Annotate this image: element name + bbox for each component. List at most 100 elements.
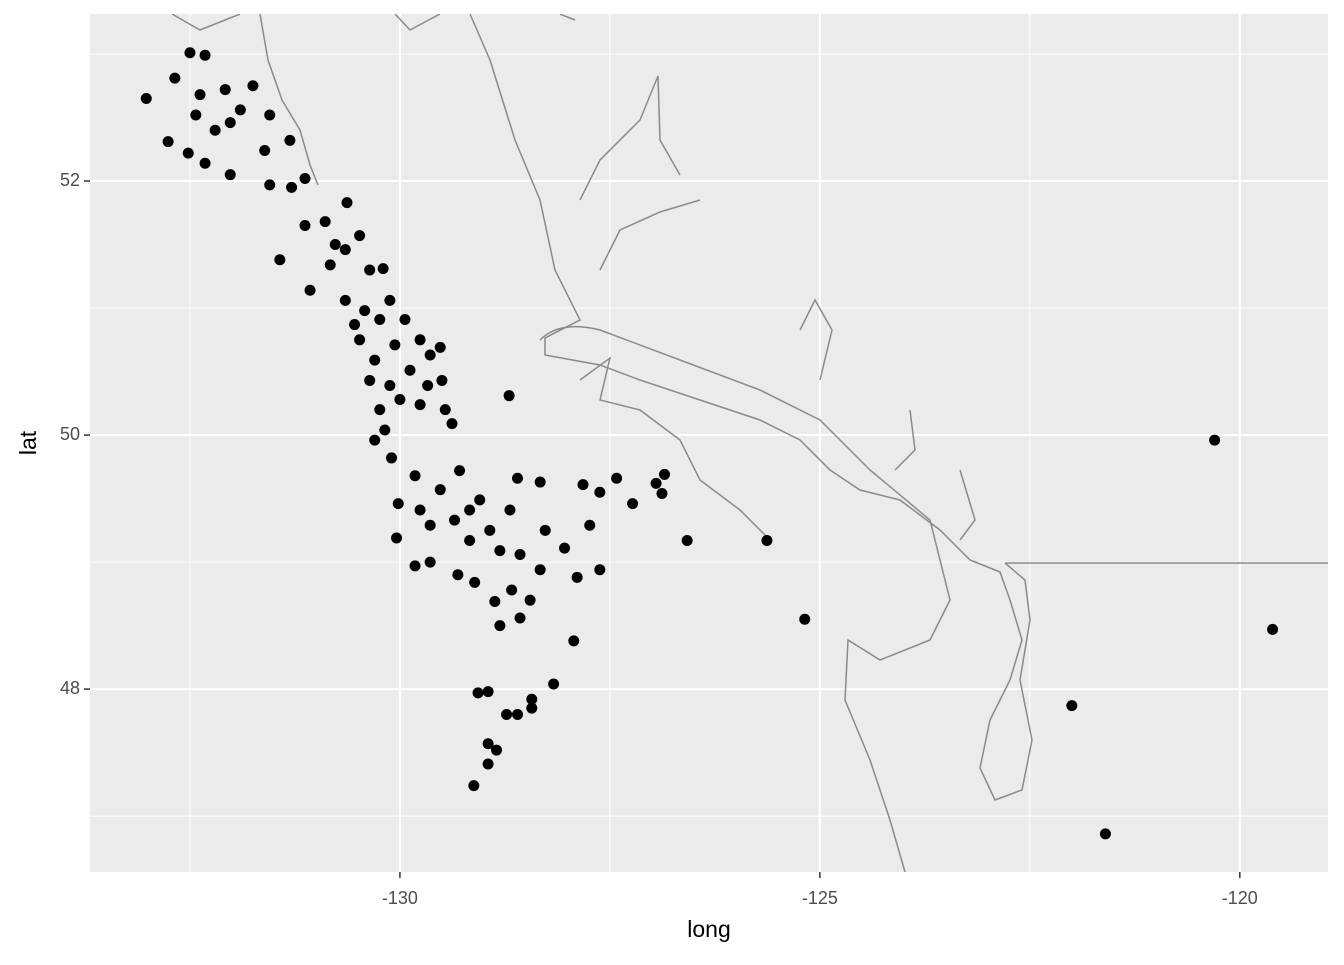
point — [468, 780, 480, 792]
point — [374, 404, 386, 416]
point — [548, 678, 560, 690]
point — [449, 514, 461, 526]
point — [650, 477, 662, 489]
point — [364, 374, 376, 386]
point — [374, 313, 386, 325]
point — [434, 341, 446, 353]
point — [274, 254, 286, 266]
point — [414, 504, 426, 516]
coastline — [171, 14, 1328, 872]
y-axis-title: lat — [15, 430, 41, 455]
point — [219, 84, 231, 96]
point — [454, 465, 466, 477]
point — [299, 219, 311, 231]
point — [284, 134, 296, 146]
point — [504, 504, 516, 516]
point — [452, 569, 464, 581]
points — [140, 47, 1279, 840]
point — [182, 147, 194, 159]
point — [524, 594, 536, 606]
point — [224, 117, 236, 129]
point — [526, 702, 538, 714]
point — [319, 216, 331, 228]
point — [656, 487, 668, 499]
point — [474, 494, 486, 506]
point — [234, 104, 246, 116]
labels: -130 -125 -120 48 50 52 — [60, 170, 1258, 908]
point — [339, 244, 351, 256]
coast — [469, 14, 1033, 801]
point — [384, 294, 396, 306]
point — [658, 468, 670, 480]
point — [584, 519, 596, 531]
point — [386, 452, 398, 464]
point — [409, 470, 421, 482]
coast — [579, 75, 701, 271]
point — [491, 744, 503, 756]
point — [304, 284, 316, 296]
point — [354, 230, 366, 242]
x-tick-label: -120 — [1222, 888, 1258, 908]
point — [422, 380, 434, 392]
point — [264, 109, 276, 121]
point — [568, 635, 580, 647]
point — [364, 264, 376, 276]
point — [199, 49, 211, 61]
point — [414, 399, 426, 411]
coast — [171, 14, 241, 31]
point — [392, 498, 404, 510]
point — [501, 708, 513, 720]
point — [377, 263, 389, 275]
point — [799, 613, 811, 625]
point — [571, 571, 583, 583]
point — [424, 349, 436, 361]
coast — [579, 356, 771, 541]
point — [494, 545, 506, 557]
point — [446, 418, 458, 430]
point — [594, 564, 606, 576]
point — [379, 424, 391, 436]
point — [384, 380, 396, 392]
coast — [799, 298, 976, 541]
grid — [90, 14, 1328, 872]
point — [259, 145, 271, 157]
point — [354, 334, 366, 346]
point — [339, 294, 351, 306]
point — [577, 479, 589, 491]
point — [329, 239, 341, 251]
point — [389, 339, 401, 351]
point — [469, 576, 481, 588]
x-tick-label: -130 — [382, 888, 418, 908]
point — [514, 612, 526, 624]
point — [681, 534, 693, 546]
coast — [394, 14, 576, 31]
point — [391, 532, 403, 544]
point — [264, 179, 276, 191]
point — [394, 393, 406, 405]
point — [1267, 623, 1279, 635]
point — [514, 548, 526, 560]
point — [484, 524, 496, 536]
point — [190, 109, 202, 121]
point — [489, 595, 501, 607]
point — [464, 534, 476, 546]
point — [482, 758, 494, 770]
coast — [539, 325, 951, 872]
point — [199, 157, 211, 169]
point — [611, 472, 623, 484]
point — [169, 72, 181, 84]
point — [286, 181, 298, 193]
point — [526, 693, 538, 705]
point — [1066, 700, 1078, 712]
y-tick-label: 48 — [60, 678, 80, 698]
point — [534, 476, 546, 488]
point — [539, 524, 551, 536]
point — [140, 92, 152, 104]
point — [224, 169, 236, 181]
point — [472, 687, 484, 699]
point — [594, 486, 606, 498]
point — [1099, 828, 1111, 840]
point — [534, 564, 546, 576]
